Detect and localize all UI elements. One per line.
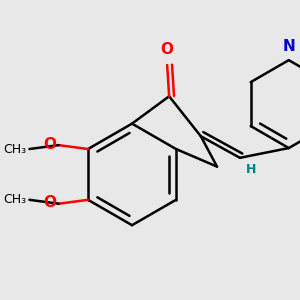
Text: O: O	[161, 42, 174, 57]
Text: CH₃: CH₃	[3, 193, 26, 206]
Text: O: O	[43, 195, 56, 210]
Text: H: H	[246, 163, 256, 176]
Text: O: O	[43, 136, 56, 152]
Text: CH₃: CH₃	[3, 142, 26, 155]
Text: N: N	[282, 39, 295, 54]
